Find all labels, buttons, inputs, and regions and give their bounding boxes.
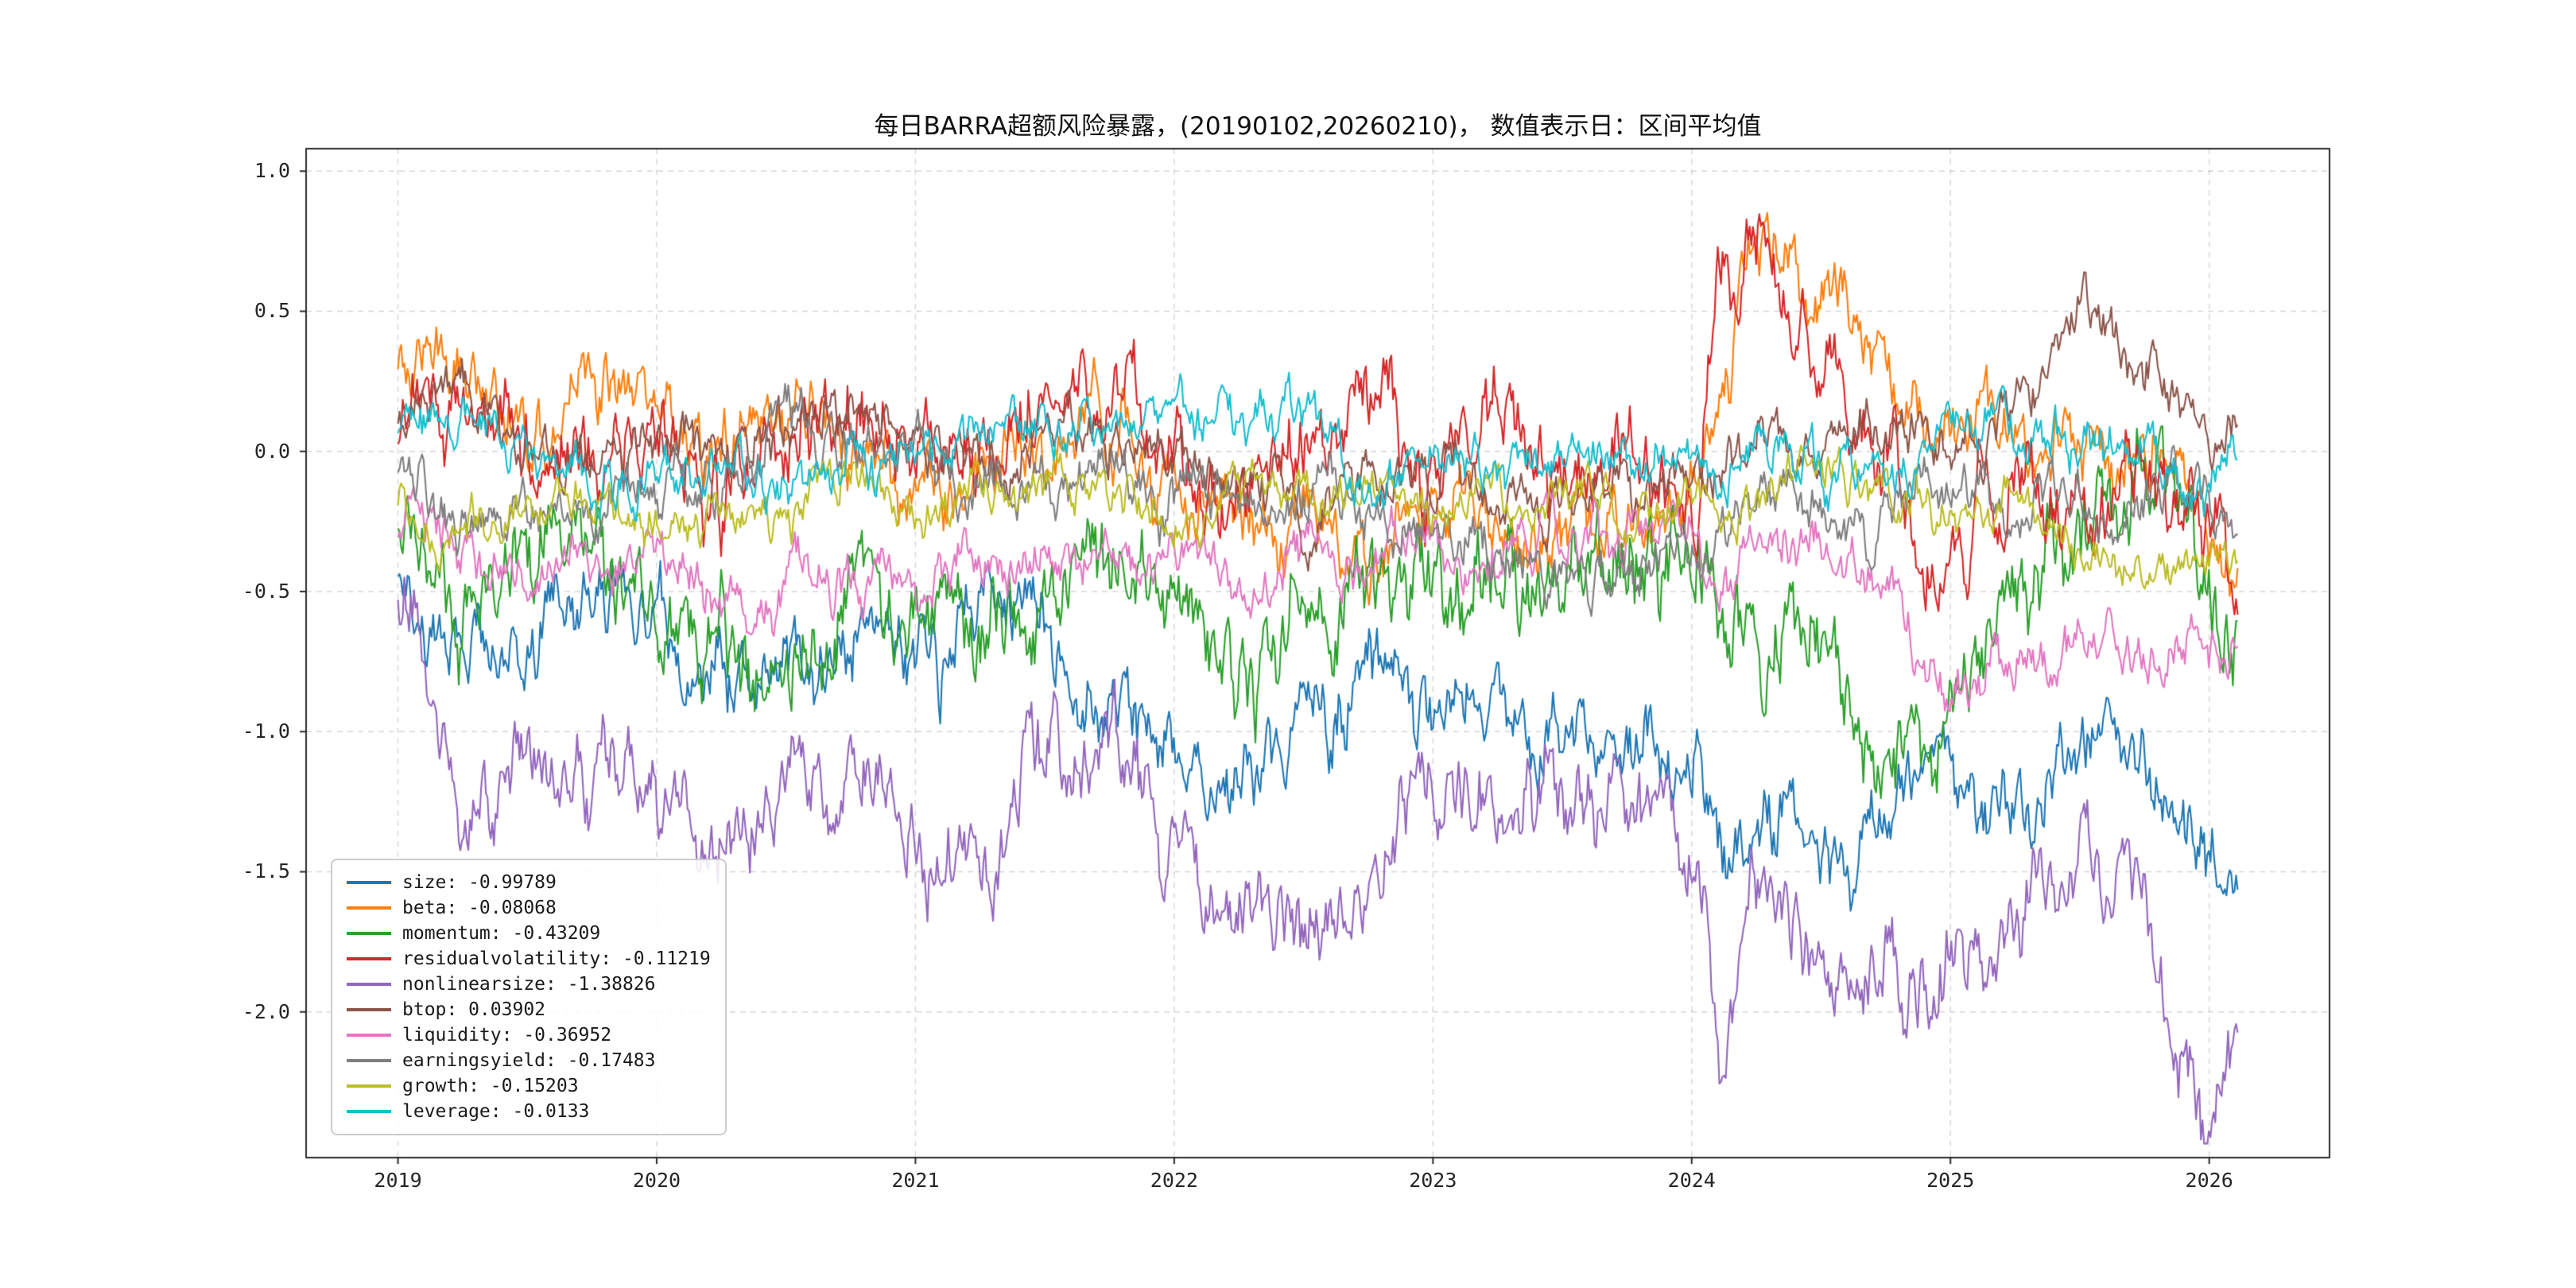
legend-line-swatch bbox=[347, 881, 391, 884]
chart-title: 每日BARRA超额风险暴露，(20190102,20260210)， 数值表示日… bbox=[874, 112, 1762, 141]
legend-item-btop: btop: 0.03902 bbox=[347, 997, 711, 1022]
x-tick-label: 2021 bbox=[891, 1169, 940, 1192]
legend-label: nonlinearsize: -1.38826 bbox=[402, 974, 656, 995]
legend-label: momentum: -0.43209 bbox=[402, 923, 601, 944]
x-tick-label: 2025 bbox=[1926, 1169, 1975, 1192]
y-tick-label: 1.0 bbox=[254, 159, 290, 183]
legend-item-beta: beta: -0.08068 bbox=[347, 895, 711, 921]
legend-label: liquidity: -0.36952 bbox=[402, 1025, 612, 1046]
legend-line-swatch bbox=[347, 1034, 391, 1037]
legend-label: leverage: -0.0133 bbox=[402, 1101, 590, 1122]
y-tick-label: -1.0 bbox=[242, 720, 290, 743]
x-tick-label: 2020 bbox=[632, 1169, 681, 1192]
x-tick-label: 2024 bbox=[1667, 1169, 1716, 1192]
legend-item-momentum: momentum: -0.43209 bbox=[347, 921, 711, 946]
legend-item-nonlinearsize: nonlinearsize: -1.38826 bbox=[347, 972, 711, 997]
legend-item-growth: growth: -0.15203 bbox=[347, 1073, 711, 1099]
legend-label: growth: -0.15203 bbox=[402, 1076, 579, 1096]
legend-label: size: -0.99789 bbox=[402, 872, 557, 893]
legend-line-swatch bbox=[347, 1008, 391, 1011]
legend-item-size: size: -0.99789 bbox=[347, 870, 711, 895]
y-tick-label: 0.5 bbox=[254, 299, 290, 323]
legend-line-swatch bbox=[347, 906, 391, 910]
legend: size: -0.99789 beta: -0.08068 momentum: -0… bbox=[331, 859, 727, 1135]
x-tick-label: 2019 bbox=[374, 1169, 422, 1192]
legend-item-earningsyield: earningsyield: -0.17483 bbox=[347, 1048, 711, 1073]
y-tick-label: -2.0 bbox=[242, 999, 290, 1023]
legend-line-swatch bbox=[347, 932, 391, 935]
y-tick-label: -0.5 bbox=[242, 579, 290, 603]
legend-item-leverage: leverage: -0.0133 bbox=[347, 1099, 711, 1124]
legend-item-residualvolatility: residualvolatility: -0.11219 bbox=[347, 946, 711, 972]
legend-label: residualvolatility: -0.11219 bbox=[402, 949, 711, 969]
legend-label: beta: -0.08068 bbox=[402, 898, 557, 918]
legend-line-swatch bbox=[347, 1059, 391, 1062]
legend-line-swatch bbox=[347, 1110, 391, 1113]
x-tick-label: 2023 bbox=[1409, 1169, 1457, 1192]
y-tick-label: -1.5 bbox=[242, 859, 290, 883]
y-tick-label: 0.0 bbox=[254, 439, 290, 463]
legend-label: btop: 0.03902 bbox=[402, 999, 546, 1020]
legend-line-swatch bbox=[347, 1084, 391, 1088]
legend-label: earningsyield: -0.17483 bbox=[402, 1050, 656, 1071]
legend-line-swatch bbox=[347, 957, 391, 960]
legend-line-swatch bbox=[347, 983, 391, 986]
x-tick-label: 2026 bbox=[2185, 1169, 2233, 1192]
x-tick-label: 2022 bbox=[1150, 1169, 1198, 1192]
legend-item-liquidity: liquidity: -0.36952 bbox=[347, 1022, 711, 1048]
